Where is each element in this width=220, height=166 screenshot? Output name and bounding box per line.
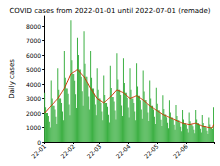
svg-text:22-05: 22-05	[142, 142, 159, 159]
svg-text:3000: 3000	[26, 95, 41, 102]
svg-text:22-06: 22-06	[172, 142, 189, 159]
svg-text:COVID cases from 2022-01-01 un: COVID cases from 2022-01-01 until 2022-0…	[9, 7, 210, 15]
svg-text:6000: 6000	[26, 52, 41, 59]
svg-text:7000: 7000	[26, 37, 41, 44]
svg-text:4000: 4000	[26, 81, 41, 88]
svg-text:22-03: 22-03	[85, 142, 102, 159]
svg-text:22-02: 22-02	[59, 142, 76, 159]
svg-text:22-01: 22-01	[30, 142, 47, 159]
svg-text:1000: 1000	[26, 124, 41, 131]
svg-text:Daily cases: Daily cases	[8, 59, 16, 99]
svg-text:5000: 5000	[26, 66, 41, 73]
svg-text:2000: 2000	[26, 110, 41, 117]
svg-text:22-04: 22-04	[114, 142, 131, 159]
svg-text:8000: 8000	[26, 23, 41, 30]
